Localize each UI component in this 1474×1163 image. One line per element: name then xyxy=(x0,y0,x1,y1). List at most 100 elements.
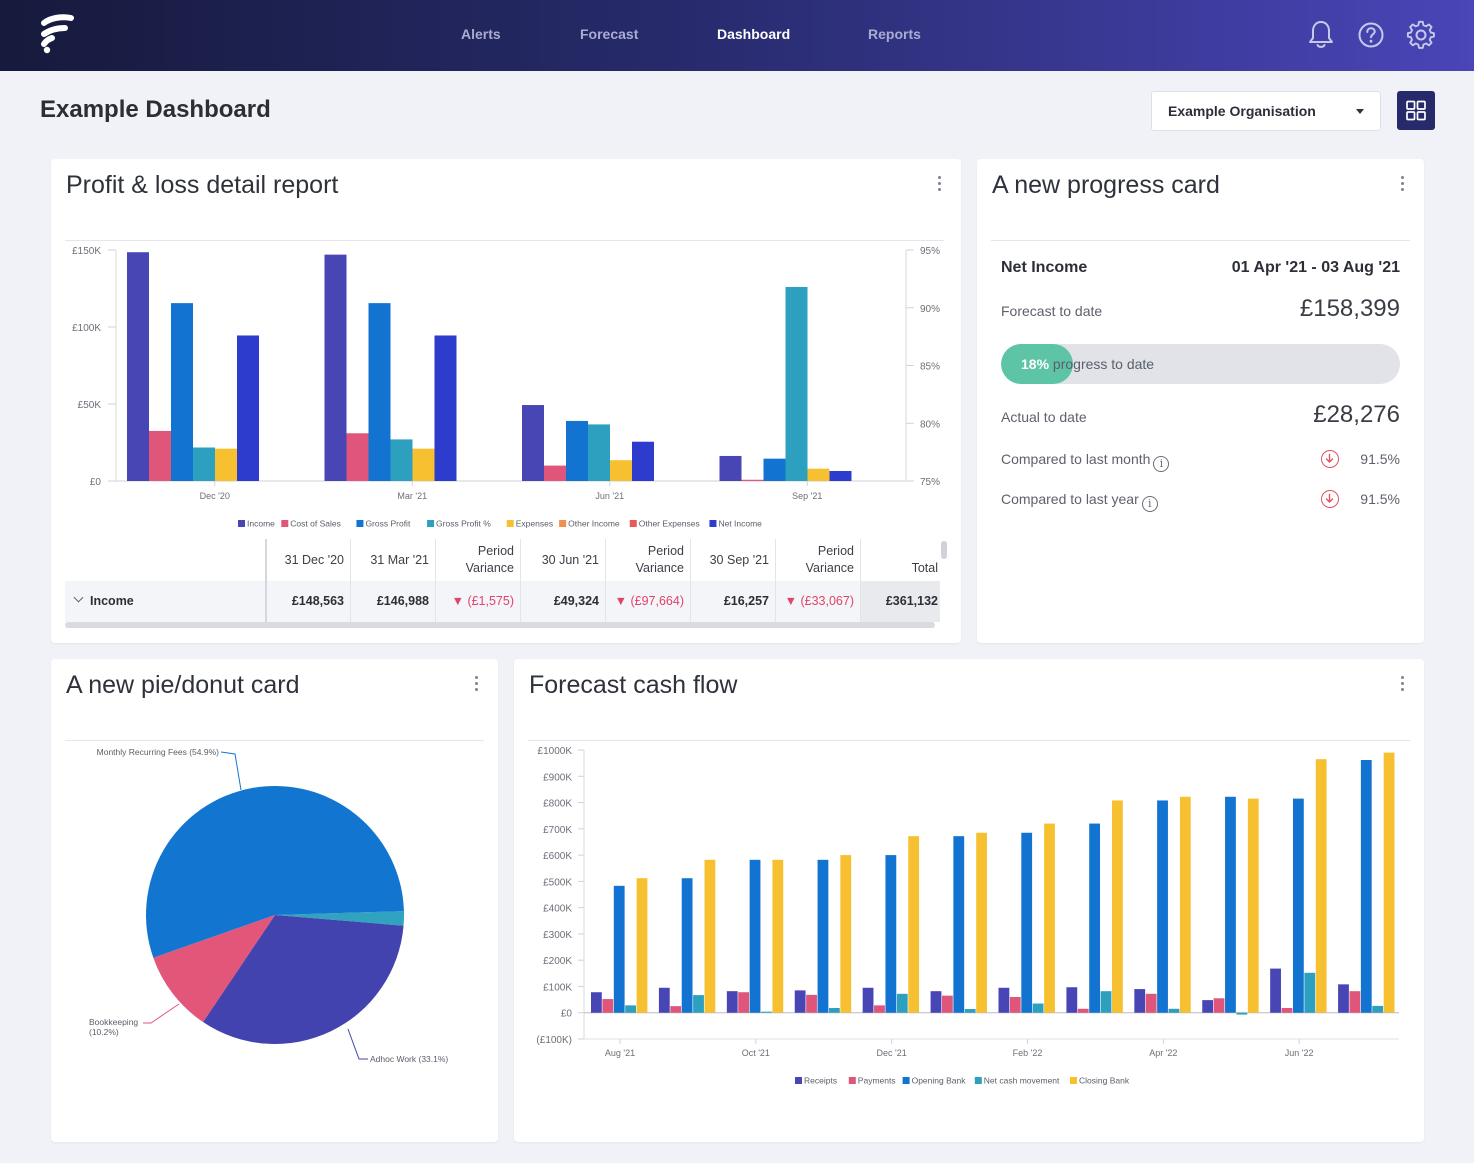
gear-icon[interactable] xyxy=(1406,20,1436,50)
compare-month-text: Compared to last month xyxy=(1001,451,1151,467)
bell-icon[interactable] xyxy=(1308,19,1334,49)
bar-net-cash-movement xyxy=(828,1007,840,1013)
bar-receipts xyxy=(1270,968,1281,1013)
bar-opening-bank xyxy=(885,855,897,1013)
bar-opening-bank xyxy=(749,859,761,1013)
progress-bar-label: 18% progress to date xyxy=(1021,344,1154,384)
help-icon[interactable] xyxy=(1357,21,1385,49)
column-header[interactable]: 30 Sep '21 xyxy=(709,552,769,567)
bar-closing-bank xyxy=(1383,752,1395,1013)
arrow-down-icon xyxy=(1321,490,1339,508)
bar-opening-bank xyxy=(1157,800,1168,1013)
legend-label: Income xyxy=(247,519,275,529)
table-row[interactable]: Income £148,563 £146,988 ▼ (£1,575) £49,… xyxy=(65,581,940,622)
kebab-icon[interactable] xyxy=(474,676,478,692)
pie-label: Bookkeeping xyxy=(89,1017,138,1027)
actual-label: Actual to date xyxy=(1001,409,1087,425)
bar-gross-profit- xyxy=(193,447,215,481)
bar-closing-bank xyxy=(1044,823,1055,1013)
x-tick-label: Aug '21 xyxy=(605,1048,635,1058)
column-header[interactable]: 31 Mar '21 xyxy=(370,552,429,567)
bar-closing-bank xyxy=(1112,800,1123,1013)
bar-receipts xyxy=(1134,989,1146,1013)
y-tick-label: £0 xyxy=(90,477,102,488)
bar-net-cash-movement xyxy=(761,1011,772,1013)
column-header[interactable]: Total xyxy=(911,560,938,575)
legend-label: Other Expenses xyxy=(639,519,700,529)
legend-label: Expenses xyxy=(516,519,553,529)
bar-expenses xyxy=(215,448,237,481)
legend-label: Gross Profit xyxy=(365,519,411,529)
bar-payments xyxy=(1009,996,1021,1013)
nav-alerts[interactable]: Alerts xyxy=(461,26,501,42)
date-range: 01 Apr '21 - 03 Aug '21 xyxy=(1231,259,1400,276)
vertical-scrollbar[interactable] xyxy=(941,541,947,559)
legend-swatch xyxy=(559,520,567,527)
table-cell: £148,563 xyxy=(291,594,344,608)
kebab-icon[interactable] xyxy=(1400,176,1404,192)
nav-dashboard[interactable]: Dashboard xyxy=(717,26,791,42)
nav-reports[interactable]: Reports xyxy=(868,26,921,42)
x-tick-label: Dec '20 xyxy=(200,491,230,501)
bar-net-cash-movement xyxy=(1032,1003,1044,1013)
profit-loss-chart: £0 £50K £100K £150K 75% 80% 85% 90% 95% Dec '20 Ma… xyxy=(72,246,940,529)
column-header[interactable]: 30 Jun '21 xyxy=(541,552,599,567)
chevron-down-icon[interactable] xyxy=(73,592,84,603)
x-tick-label: Jun '22 xyxy=(1285,1048,1314,1058)
y-tick-label: £800K xyxy=(543,799,572,810)
organisation-select[interactable]: Example Organisation xyxy=(1151,91,1381,131)
column-header[interactable]: Period Variance xyxy=(605,539,690,581)
column-header[interactable]: 31 Dec '20 xyxy=(284,552,344,567)
net-income-label: Net Income xyxy=(1001,259,1088,276)
bar-receipts xyxy=(591,992,602,1013)
pie-leader-line xyxy=(143,1003,180,1024)
nav-forecast[interactable]: Forecast xyxy=(580,26,639,42)
pie-chart: Monthly Recurring Fees (54.9%) Adhoc Work… xyxy=(89,747,448,1064)
bar-payments xyxy=(1281,1007,1293,1013)
legend-swatch xyxy=(427,520,435,527)
bar-opening-bank xyxy=(681,878,693,1013)
info-icon[interactable]: i xyxy=(1141,496,1158,512)
progress-card: A new progress card Net Income 01 Apr '2… xyxy=(977,159,1424,643)
column-header[interactable]: Period Variance xyxy=(775,539,860,581)
bar-gross-profit- xyxy=(390,439,413,481)
y2-tick-label: 80% xyxy=(920,419,940,430)
progress-bar-fill xyxy=(1001,344,1073,384)
pie-leader-line xyxy=(347,1028,368,1060)
horizontal-scrollbar[interactable] xyxy=(65,622,935,628)
profit-loss-card: Profit & loss detail report £0 £50K £100K £… xyxy=(51,159,961,643)
bar-closing-bank xyxy=(976,832,987,1013)
column-header[interactable]: Period Variance xyxy=(435,539,520,581)
bar-closing-bank xyxy=(1247,798,1259,1013)
bar-receipts xyxy=(726,991,738,1013)
cash-flow-chart: (£100K) £0 £100K £200K £300K £400K £500K £600K £… xyxy=(536,746,1399,1086)
legend-label: Payments xyxy=(858,1076,896,1086)
card-title: A new pie/donut card xyxy=(66,671,300,699)
legend-swatch xyxy=(506,520,514,527)
legend-swatch xyxy=(238,520,245,527)
pie-slice xyxy=(275,911,404,926)
bar-gross-profit- xyxy=(785,286,808,481)
logo-icon[interactable] xyxy=(40,14,74,54)
bar-income xyxy=(719,455,742,481)
compare-year-value: 91.5% xyxy=(1360,491,1400,507)
bar-receipts xyxy=(1202,1000,1214,1013)
y-tick-label: £150K xyxy=(72,246,101,257)
kebab-icon[interactable] xyxy=(937,176,941,192)
bar-receipts xyxy=(998,987,1010,1013)
y-tick-label: £0 xyxy=(561,1009,573,1020)
info-icon[interactable]: i xyxy=(1153,456,1170,472)
table-cell: £49,324 xyxy=(553,594,599,608)
row-label[interactable]: Income xyxy=(65,581,265,622)
y-tick-label: £700K xyxy=(543,825,572,836)
pie-label: Monthly Recurring Fees (54.9%) xyxy=(97,747,220,757)
kebab-icon[interactable] xyxy=(1400,676,1404,692)
bar-gross-profit- xyxy=(588,424,610,481)
y-tick-label: £100K xyxy=(543,982,572,993)
y2-tick-label: 75% xyxy=(920,477,940,488)
bar-payments xyxy=(1349,991,1361,1013)
bar-payments xyxy=(1145,993,1157,1013)
layout-grid-button[interactable] xyxy=(1397,91,1435,130)
bar-closing-bank xyxy=(1179,796,1191,1013)
legend-swatch xyxy=(848,1077,856,1084)
